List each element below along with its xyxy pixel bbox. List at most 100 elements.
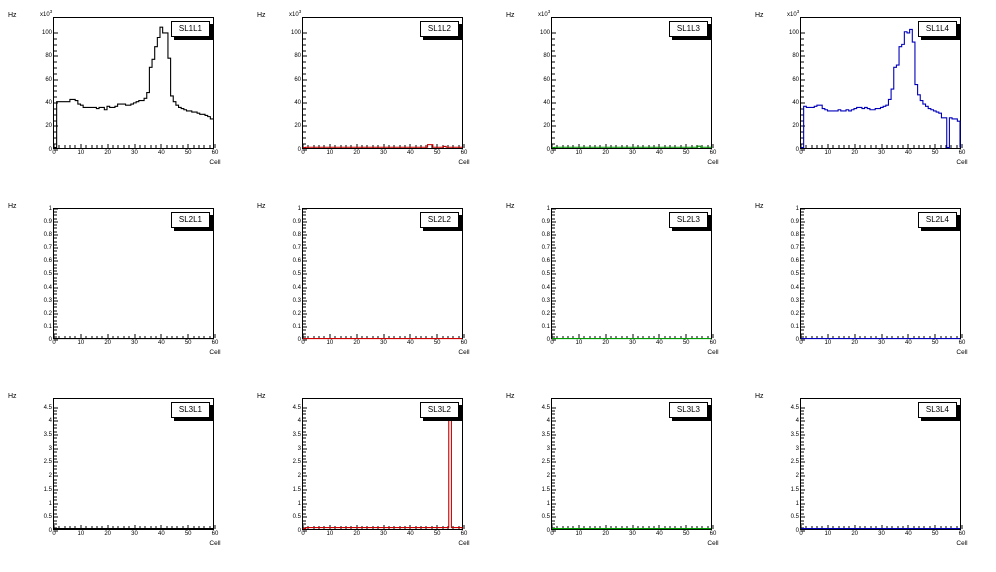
y-minor-tick (54, 333, 57, 335)
y-tick-mark (801, 530, 805, 532)
plot-panel-sl1l4: Hz x103 0 20 40 60 80 100 0 10 20 30 40 50 60 Cell SL1L4 (747, 0, 996, 191)
x-minor-tick (323, 335, 325, 339)
x-minor-tick (648, 526, 650, 529)
y-minor-tick (552, 67, 555, 69)
x-minor-tick (594, 335, 596, 339)
y-minor-tick (303, 214, 306, 216)
x-minor-tick (96, 526, 98, 529)
x-tick-mark (356, 334, 358, 339)
y-minor-tick (54, 264, 57, 266)
x-tick-label: 50 (931, 149, 939, 156)
legend-box[interactable]: SL1L4 (917, 21, 960, 40)
legend-box[interactable]: SL3L3 (668, 402, 711, 422)
x-minor-tick (838, 335, 840, 339)
y-minor-tick (54, 90, 57, 92)
x-minor-tick (610, 526, 612, 529)
x-tick-label: 40 (157, 340, 165, 347)
plot-panel-sl3l4: Hz 0 0.5 1 1.5 2 2.5 3 3.5 4 4.5 0 10 20 30 40 50 60 Cell S… (747, 381, 996, 572)
x-minor-tick (447, 335, 449, 339)
y-tick-label: 0 (297, 527, 301, 534)
legend-box[interactable]: SL2L3 (668, 211, 711, 231)
y-tick-label: 0.2 (292, 310, 301, 317)
x-minor-tick (945, 335, 947, 339)
x-tick-mark (800, 524, 802, 529)
y-minor-tick (801, 303, 804, 305)
legend-box[interactable]: SL1L2 (419, 21, 462, 40)
x-minor-tick (198, 335, 200, 339)
x-tick-mark (302, 143, 304, 148)
x-minor-tick (562, 145, 564, 148)
histogram-trace (801, 18, 960, 148)
x-minor-tick (583, 335, 585, 339)
x-minor-tick (112, 335, 114, 339)
x-tick-mark (463, 334, 465, 339)
y-tick-label: 0.1 (541, 324, 550, 331)
x-minor-tick (340, 335, 342, 339)
x-tick-label: 40 (904, 340, 912, 347)
legend-box[interactable]: SL2L2 (419, 211, 462, 231)
y-minor-tick (552, 320, 555, 322)
x-minor-tick (431, 335, 433, 339)
legend-box[interactable]: SL3L2 (419, 402, 462, 422)
x-minor-tick (621, 526, 623, 529)
x-minor-tick (691, 145, 693, 148)
x-minor-tick (91, 335, 93, 339)
y-minor-tick (54, 277, 57, 279)
x-minor-tick (139, 335, 141, 339)
x-tick-mark (107, 334, 109, 339)
y-tick-label: 0.8 (541, 231, 550, 238)
x-tick-mark (827, 143, 829, 148)
legend-box[interactable]: SL1L3 (668, 21, 711, 40)
y-minor-tick (54, 303, 57, 305)
x-tick-label: 40 (655, 149, 663, 156)
legend-box[interactable]: SL2L1 (170, 211, 213, 231)
x-minor-tick (875, 335, 877, 339)
x-minor-tick (642, 335, 644, 339)
y-minor-tick (801, 44, 804, 46)
x-minor-tick (567, 335, 569, 339)
legend-box[interactable]: SL3L4 (917, 402, 960, 422)
x-minor-tick (691, 335, 693, 339)
y-minor-tick (54, 297, 57, 299)
x-minor-tick (64, 526, 66, 529)
y-axis-title: Hz (8, 393, 17, 401)
y-minor-tick (801, 465, 804, 467)
x-minor-tick (886, 526, 888, 529)
y-minor-tick (54, 506, 57, 508)
legend-box[interactable]: SL2L4 (917, 211, 960, 231)
x-tick-label: 0 (301, 340, 305, 347)
plot-frame: 0 0.5 1 1.5 2 2.5 3 3.5 4 4.5 0 10 20 30 40 50 60 Cell SL3… (791, 398, 968, 547)
y-minor-tick (801, 316, 804, 318)
y-tick-label: 0 (297, 337, 301, 344)
y-tick-mark (552, 273, 556, 275)
legend-box[interactable]: SL1L1 (170, 21, 213, 40)
y-tick-mark (303, 326, 307, 328)
y-minor-tick (552, 211, 555, 213)
x-minor-tick (91, 526, 93, 529)
y-minor-tick (552, 329, 555, 331)
y-tick-mark (54, 208, 58, 210)
y-axis-title: Hz (506, 393, 515, 401)
x-minor-tick (458, 145, 460, 148)
x-tick-label: 50 (433, 340, 441, 347)
x-tick-label: 0 (799, 530, 803, 537)
y-minor-tick (54, 257, 57, 259)
x-minor-tick (886, 145, 888, 148)
y-minor-tick (54, 413, 57, 415)
x-tick-label: 40 (406, 530, 414, 537)
y-minor-tick (54, 427, 57, 429)
y-tick-label: 40 (294, 100, 301, 107)
y-tick-label: 2 (48, 473, 52, 480)
y-minor-tick (303, 131, 306, 133)
y-minor-tick (303, 211, 306, 213)
y-minor-tick (552, 441, 555, 443)
y-tick-mark (54, 461, 58, 463)
y-minor-tick (54, 306, 57, 308)
y-minor-tick (303, 465, 306, 467)
y-minor-tick (552, 214, 555, 216)
plot-panel-sl2l1: Hz 0 0.1 0.2 0.3 0.4 0.5 0.6 0.7 0.8 0.9 1 0 10 20 30 40… (0, 191, 249, 382)
plot-frame: 0 0.1 0.2 0.3 0.4 0.5 0.6 0.7 0.8 0.9 1 0 10 20 30 40 50… (791, 206, 968, 357)
x-tick-mark (854, 524, 856, 529)
legend-box[interactable]: SL3L1 (170, 402, 213, 422)
plot-panel-sl3l3: Hz 0 0.5 1 1.5 2 2.5 3 3.5 4 4.5 0 10 20 30 40 50 60 Cell S… (498, 381, 747, 572)
